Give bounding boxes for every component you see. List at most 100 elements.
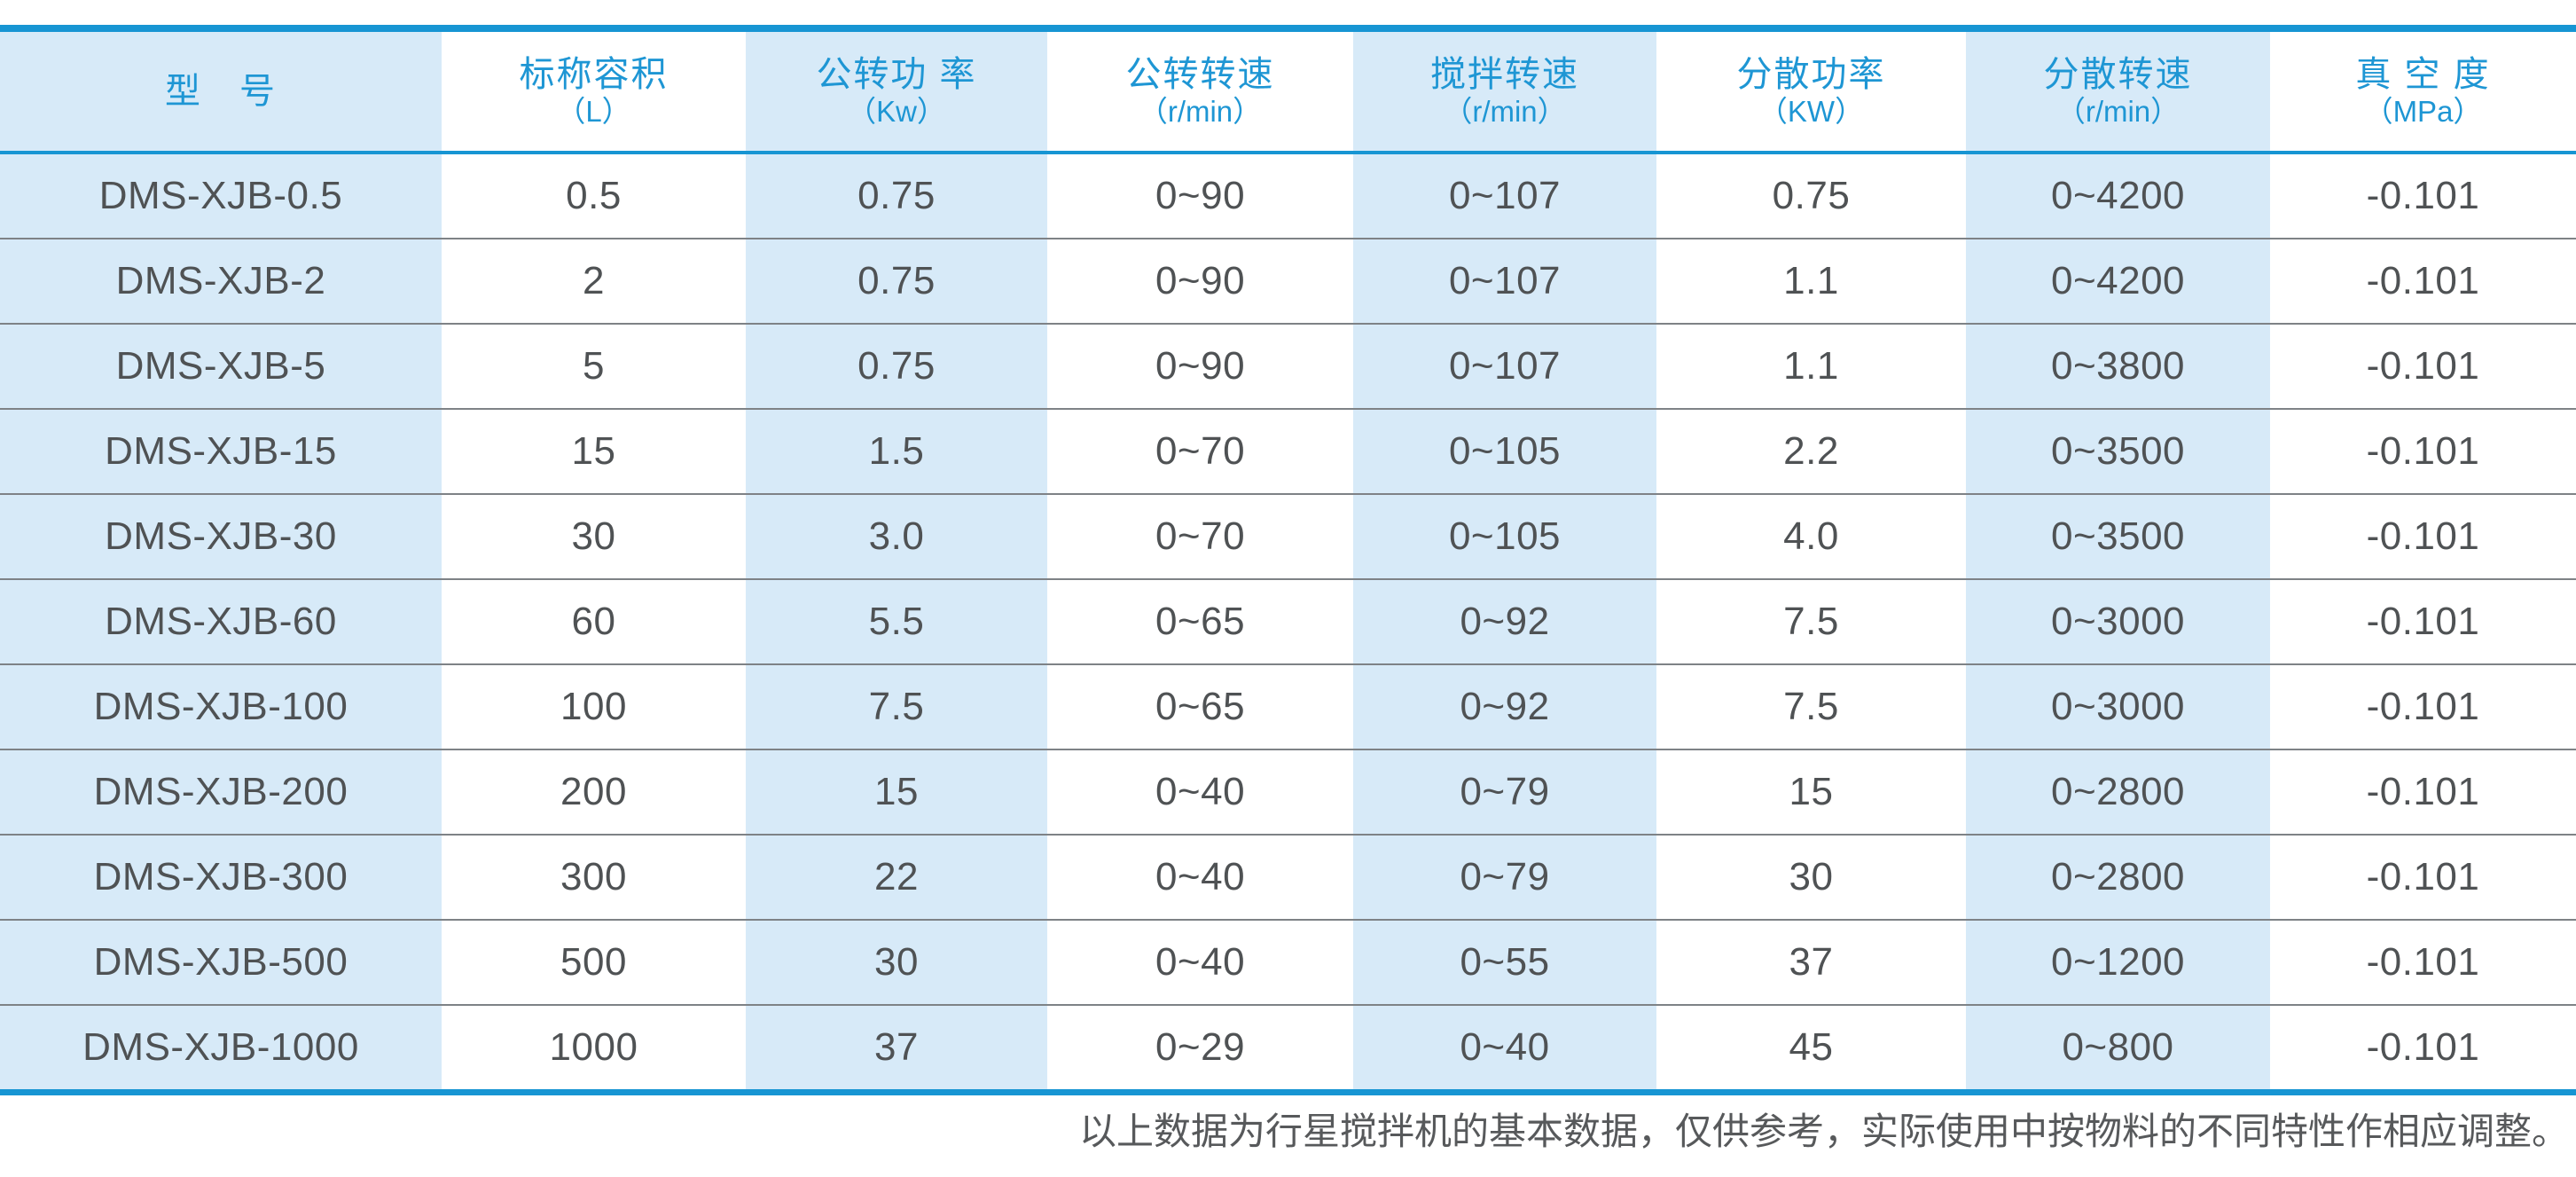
value-cell: -0.101 xyxy=(2270,409,2576,494)
value-cell: -0.101 xyxy=(2270,1005,2576,1093)
header-row: 型 号标称容积 （L） 公转功 率（Kw） 公转转速 （r/min） 搅拌转速 （r/min… xyxy=(0,28,2576,153)
value-cell: -0.101 xyxy=(2270,835,2576,920)
table-body: DMS-XJB-0.5 0.5 0.75 0~90 0~107 0.75 0~4200 -0.… xyxy=(0,153,2576,1093)
value-cell: 30 xyxy=(1656,835,1966,920)
model-cell: DMS-XJB-300 xyxy=(0,835,442,920)
value-cell: 1.1 xyxy=(1656,239,1966,324)
column-unit: （r/min） xyxy=(1138,94,1263,128)
value-cell: 1.1 xyxy=(1656,324,1966,409)
table-row: DMS-XJB-300 300 22 0~40 0~79 30 0~2800 -0.101 xyxy=(0,835,2576,920)
value-cell: 1.5 xyxy=(746,409,1047,494)
value-cell: 0~92 xyxy=(1353,664,1656,749)
value-cell: 2.2 xyxy=(1656,409,1966,494)
value-cell: 0~800 xyxy=(1966,1005,2270,1093)
column-title: 型 号 xyxy=(165,72,277,111)
value-cell: 30 xyxy=(746,920,1047,1005)
table-row: DMS-XJB-5 5 0.75 0~90 0~107 1.1 0~3800 -0.101 xyxy=(0,324,2576,409)
value-cell: 0~65 xyxy=(1047,664,1353,749)
value-cell: 15 xyxy=(442,409,746,494)
value-cell: 0~4200 xyxy=(1966,153,2270,239)
value-cell: 2 xyxy=(442,239,746,324)
column-header-5: 分散功率 （KW） xyxy=(1656,28,1966,153)
value-cell: 0~107 xyxy=(1353,324,1656,409)
value-cell: 60 xyxy=(442,579,746,664)
value-cell: 0.75 xyxy=(746,153,1047,239)
value-cell: 0~79 xyxy=(1353,835,1656,920)
column-header-2: 公转功 率（Kw） xyxy=(746,28,1047,153)
value-cell: 37 xyxy=(1656,920,1966,1005)
value-cell: 500 xyxy=(442,920,746,1005)
column-unit: （MPa） xyxy=(2363,94,2483,128)
table-row: DMS-XJB-500 500 30 0~40 0~55 37 0~1200 -0.101 xyxy=(0,920,2576,1005)
value-cell: 0~92 xyxy=(1353,579,1656,664)
value-cell: 0.75 xyxy=(1656,153,1966,239)
column-title: 分散功率 xyxy=(1736,54,1886,94)
value-cell: 0~2800 xyxy=(1966,835,2270,920)
value-cell: 0~3500 xyxy=(1966,409,2270,494)
value-cell: 0~4200 xyxy=(1966,239,2270,324)
model-cell: DMS-XJB-5 xyxy=(0,324,442,409)
column-title: 公转功 率 xyxy=(816,54,977,94)
column-unit: （L） xyxy=(556,94,631,128)
spec-table: 型 号标称容积 （L） 公转功 率（Kw） 公转转速 （r/min） 搅拌转速 （r/min… xyxy=(0,25,2576,1095)
value-cell: 0~90 xyxy=(1047,239,1353,324)
column-header-7: 真 空 度（MPa） xyxy=(2270,28,2576,153)
value-cell: 45 xyxy=(1656,1005,1966,1093)
value-cell: 0~90 xyxy=(1047,153,1353,239)
value-cell: 1000 xyxy=(442,1005,746,1093)
value-cell: -0.101 xyxy=(2270,494,2576,579)
value-cell: 0.75 xyxy=(746,239,1047,324)
value-cell: -0.101 xyxy=(2270,324,2576,409)
table-row: DMS-XJB-2 2 0.75 0~90 0~107 1.1 0~4200 -0.101 xyxy=(0,239,2576,324)
value-cell: 15 xyxy=(1656,749,1966,835)
value-cell: 0~70 xyxy=(1047,409,1353,494)
model-cell: DMS-XJB-100 xyxy=(0,664,442,749)
model-cell: DMS-XJB-60 xyxy=(0,579,442,664)
value-cell: -0.101 xyxy=(2270,920,2576,1005)
value-cell: 0~3000 xyxy=(1966,664,2270,749)
model-cell: DMS-XJB-2 xyxy=(0,239,442,324)
value-cell: 0~40 xyxy=(1047,749,1353,835)
value-cell: 0~3800 xyxy=(1966,324,2270,409)
value-cell: -0.101 xyxy=(2270,153,2576,239)
table-row: DMS-XJB-100 100 7.5 0~65 0~92 7.5 0~3000 -0.101 xyxy=(0,664,2576,749)
value-cell: 7.5 xyxy=(1656,664,1966,749)
value-cell: 3.0 xyxy=(746,494,1047,579)
column-title: 标称容积 xyxy=(519,54,669,94)
value-cell: 0~105 xyxy=(1353,409,1656,494)
value-cell: 0~2800 xyxy=(1966,749,2270,835)
model-cell: DMS-XJB-30 xyxy=(0,494,442,579)
value-cell: 30 xyxy=(442,494,746,579)
column-header-0: 型 号 xyxy=(0,28,442,153)
model-cell: DMS-XJB-500 xyxy=(0,920,442,1005)
value-cell: 22 xyxy=(746,835,1047,920)
value-cell: 0.5 xyxy=(442,153,746,239)
value-cell: 7.5 xyxy=(746,664,1047,749)
column-header-4: 搅拌转速 （r/min） xyxy=(1353,28,1656,153)
table-row: DMS-XJB-200 200 15 0~40 0~79 15 0~2800 -0.101 xyxy=(0,749,2576,835)
value-cell: 7.5 xyxy=(1656,579,1966,664)
value-cell: 100 xyxy=(442,664,746,749)
column-title: 搅拌转速 xyxy=(1430,54,1579,94)
column-unit: （KW） xyxy=(1758,94,1865,128)
value-cell: 0~105 xyxy=(1353,494,1656,579)
value-cell: 0~3500 xyxy=(1966,494,2270,579)
value-cell: 15 xyxy=(746,749,1047,835)
table-row: DMS-XJB-60 60 5.5 0~65 0~92 7.5 0~3000 -0.101 xyxy=(0,579,2576,664)
column-unit: （r/min） xyxy=(1443,94,1567,128)
model-cell: DMS-XJB-200 xyxy=(0,749,442,835)
value-cell: -0.101 xyxy=(2270,749,2576,835)
value-cell: -0.101 xyxy=(2270,579,2576,664)
column-unit: （r/min） xyxy=(2055,94,2181,128)
value-cell: -0.101 xyxy=(2270,664,2576,749)
column-title: 公转转速 xyxy=(1125,54,1275,94)
value-cell: -0.101 xyxy=(2270,239,2576,324)
column-header-1: 标称容积 （L） xyxy=(442,28,746,153)
value-cell: 37 xyxy=(746,1005,1047,1093)
value-cell: 0~107 xyxy=(1353,239,1656,324)
column-unit: （Kw） xyxy=(847,94,946,128)
value-cell: 0~65 xyxy=(1047,579,1353,664)
value-cell: 0~55 xyxy=(1353,920,1656,1005)
footer-note: 以上数据为行星搅拌机的基本数据，仅供参考，实际使用中按物料的不同特性作相应调整。 xyxy=(1078,1110,2569,1153)
value-cell: 300 xyxy=(442,835,746,920)
